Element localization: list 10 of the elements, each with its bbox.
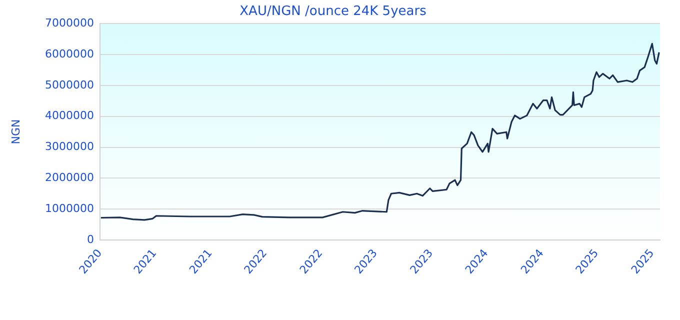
y-tick-label: 0 [87, 232, 94, 246]
y-tick-label: 2000000 [45, 171, 94, 184]
y-tick-label: 6000000 [45, 47, 94, 60]
y-tick-label: 5000000 [45, 78, 94, 92]
y-tick-label: 3000000 [45, 140, 94, 154]
chart-title: XAU/NGN /ounce 24K 5years [240, 4, 427, 20]
y-axis-title: NGN [9, 119, 22, 144]
y-tick-label: 7000000 [45, 16, 94, 30]
y-tick-label: 4000000 [45, 109, 94, 122]
y-tick-label: 1000000 [45, 202, 94, 215]
